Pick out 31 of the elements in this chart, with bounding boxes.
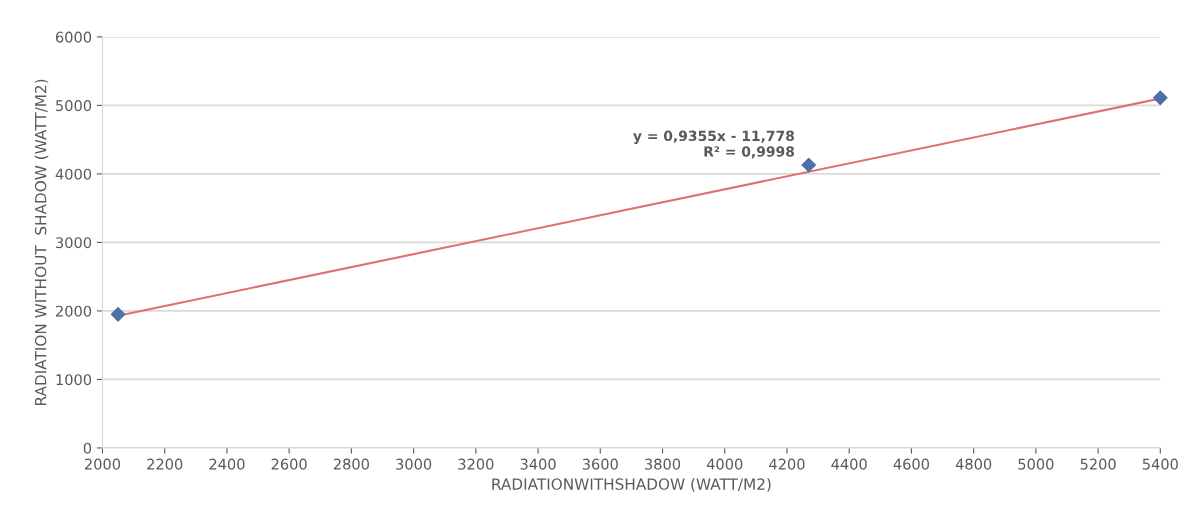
x-axis-title: RADIATIONWITHSHADOW (WATT/M2) xyxy=(492,478,771,492)
y-axis-title: RADIATION WITHOUT SHADOW (WATT/M2) xyxy=(34,79,49,405)
x-tick-label: 3400 xyxy=(520,458,556,470)
x-tick-label: 4600 xyxy=(893,458,930,470)
point xyxy=(110,307,126,322)
x-tick-label: 3600 xyxy=(582,458,618,470)
y-tick-label: 4000 xyxy=(55,168,92,180)
x-tick-label: 5200 xyxy=(1080,458,1116,470)
x-tick-label: 5000 xyxy=(1018,458,1054,470)
x-tick-label: 4400 xyxy=(831,458,867,470)
x-tick-label: 2800 xyxy=(333,458,369,470)
x-tick-label: 3200 xyxy=(458,458,494,470)
x-tick-label: 4000 xyxy=(706,458,743,470)
x-tick-label: 2600 xyxy=(271,458,307,470)
x-tick-label: 3000 xyxy=(396,458,432,470)
x-tick-label: 2000 xyxy=(85,458,121,470)
x-tick-label: 5400 xyxy=(1142,458,1178,470)
y-tick-label: 1000 xyxy=(56,374,92,386)
annotation: y = 0,9355x - 11,778 R² = 0,9998 xyxy=(633,130,795,159)
x-tick-label: 4800 xyxy=(955,458,992,470)
y-tick-label: 5000 xyxy=(56,100,92,112)
y-tick-label: 3000 xyxy=(56,237,92,249)
y-tick-label: 0 xyxy=(83,442,92,454)
x-tick-label: 4200 xyxy=(769,458,805,470)
x-tick-label: 2200 xyxy=(147,458,183,470)
point xyxy=(801,157,817,173)
x-tick-label: 2400 xyxy=(209,458,245,470)
y-tick-label: 2000 xyxy=(56,305,92,317)
x-tick-label: 3800 xyxy=(645,458,681,470)
point xyxy=(1153,90,1168,106)
y-tick-label: 6000 xyxy=(55,31,92,43)
